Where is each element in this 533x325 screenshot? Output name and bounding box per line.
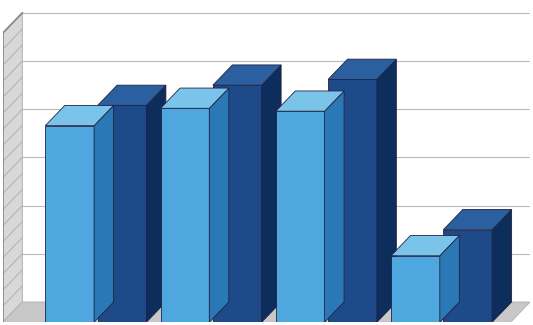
Polygon shape — [276, 91, 344, 111]
Polygon shape — [443, 230, 492, 322]
Polygon shape — [276, 111, 325, 322]
Polygon shape — [98, 85, 166, 105]
Polygon shape — [440, 236, 459, 322]
Polygon shape — [98, 105, 147, 322]
Polygon shape — [209, 88, 229, 322]
Polygon shape — [147, 85, 166, 322]
Polygon shape — [160, 108, 209, 322]
Polygon shape — [3, 302, 530, 322]
Polygon shape — [160, 88, 229, 108]
Polygon shape — [213, 85, 262, 322]
Polygon shape — [391, 236, 459, 256]
Polygon shape — [213, 65, 281, 85]
Polygon shape — [328, 79, 377, 322]
Polygon shape — [325, 91, 344, 322]
Polygon shape — [492, 210, 512, 322]
Polygon shape — [45, 126, 94, 322]
Polygon shape — [391, 256, 440, 322]
Polygon shape — [94, 105, 114, 322]
Polygon shape — [45, 105, 114, 126]
Polygon shape — [443, 210, 512, 230]
Polygon shape — [328, 59, 397, 79]
Polygon shape — [262, 65, 281, 322]
Polygon shape — [3, 13, 22, 322]
Polygon shape — [377, 59, 397, 322]
